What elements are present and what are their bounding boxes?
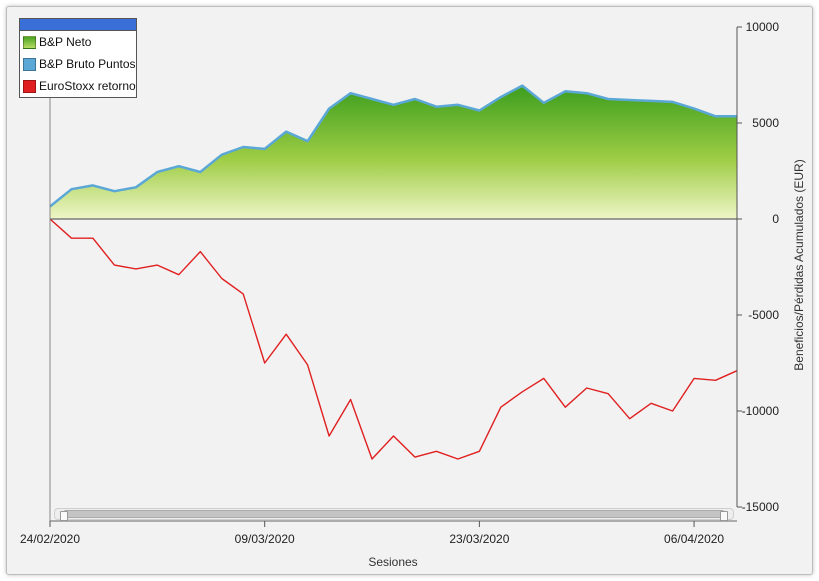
y-tick-label: 5000 [752,116,779,130]
y-tick-label: 0 [772,212,779,226]
horizontal-scrollbar[interactable] [54,508,734,521]
x-tick-label: 24/02/2020 [20,532,80,546]
legend-swatch-bruto [23,57,36,71]
legend-label-neto: B&P Neto [39,35,92,49]
y-tick-label: 10000 [746,20,780,34]
x-tick-label: 09/03/2020 [235,532,295,546]
legend-header-bar [20,19,136,31]
x-axis-title: Sesiones [368,555,417,569]
legend-swatch-eurostoxx [23,79,36,93]
series-line-bruto [49,84,737,208]
legend-label-eurostoxx: EuroStoxx retorno [39,79,136,93]
series-area-neto [50,86,737,219]
y-tick-label: -15000 [742,500,780,514]
x-tick-label: 06/04/2020 [664,532,724,546]
scrollbar-thumb[interactable] [60,510,728,521]
legend-swatch-neto [23,35,36,49]
legend-label-bruto: B&P Bruto Puntos [39,57,136,71]
scrollbar-right-handle[interactable] [720,511,728,521]
y-axis-title: Beneficios/Pérdidas Acumulados (EUR) [792,159,806,370]
y-tick-label: -10000 [742,404,780,418]
legend-item-bruto: B&P Bruto Puntos [20,53,136,75]
series-line-eurostoxx [49,218,738,460]
y-tick-label: -5000 [748,308,779,322]
x-tick-label: 23/03/2020 [449,532,509,546]
legend-item-eurostoxx: EuroStoxx retorno [20,75,136,97]
legend-item-neto: B&P Neto [20,31,136,53]
scrollbar-left-handle[interactable] [60,511,68,521]
chart-legend: B&P Neto B&P Bruto Puntos EuroStoxx reto… [19,18,137,98]
